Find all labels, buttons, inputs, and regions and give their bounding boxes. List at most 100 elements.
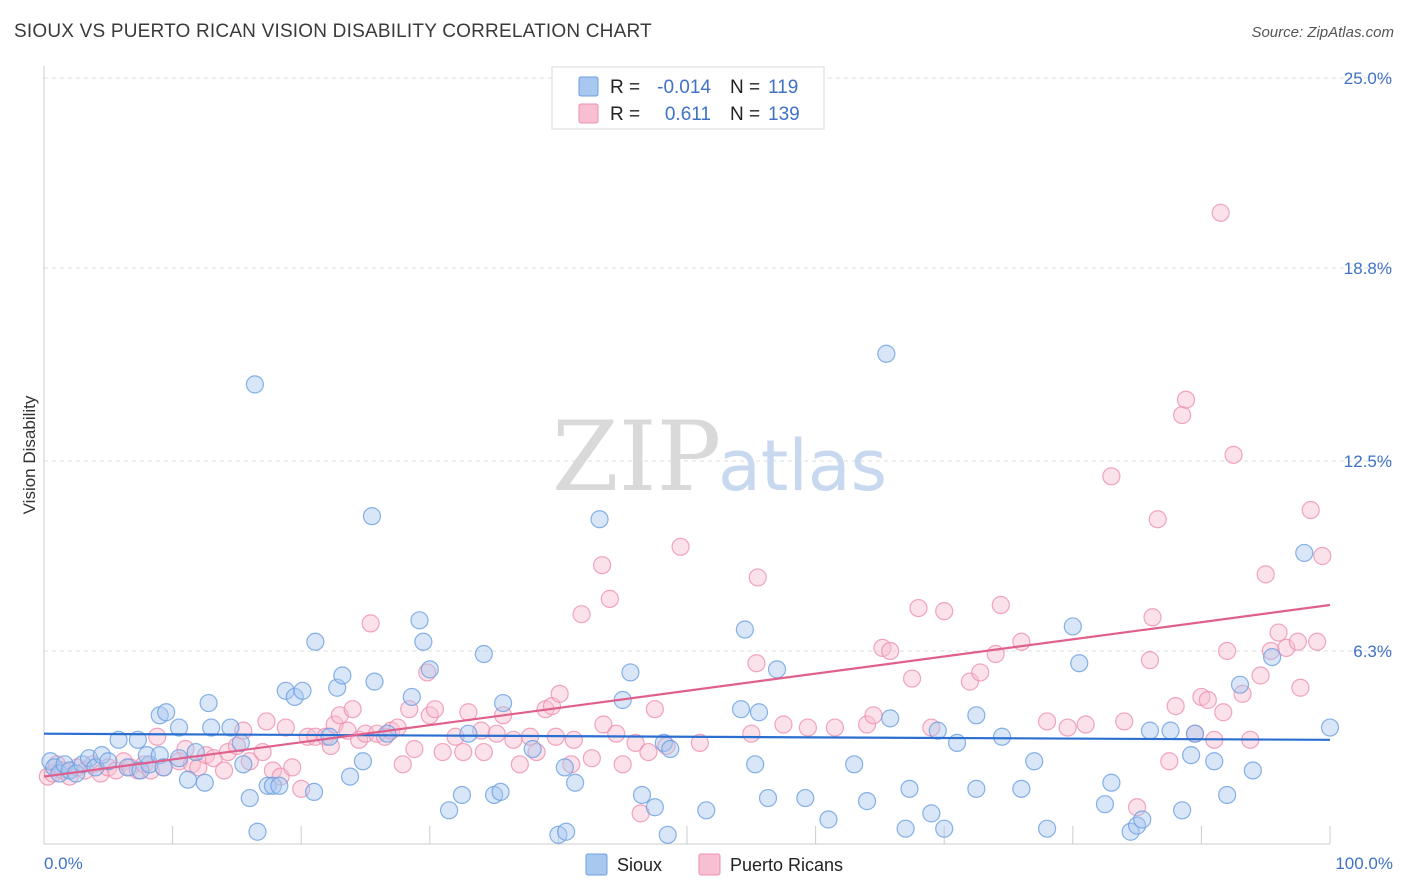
- point-pr-127: [1218, 641, 1237, 661]
- point-sioux-106: [1140, 721, 1160, 740]
- x-tick-labels: 0.0% 100.0%: [44, 854, 1393, 873]
- y-tick-label-1: 12.5%: [1344, 452, 1392, 471]
- point-pr-24: [214, 761, 234, 780]
- point-sioux-41: [306, 632, 325, 651]
- point-pr-38: [316, 727, 335, 746]
- legend-n-value-pr: 139: [768, 104, 800, 125]
- point-sioux-32: [245, 375, 265, 394]
- point-pr-134: [1269, 623, 1288, 642]
- point-sioux-76: [735, 620, 754, 639]
- point-pr-96: [864, 706, 883, 725]
- point-pr-57: [433, 742, 452, 762]
- point-sioux-14: [128, 730, 147, 749]
- point-pr-135: [1277, 638, 1296, 658]
- point-pr-103: [960, 672, 980, 691]
- point-pr-84: [639, 742, 658, 762]
- bottom-legend-swatch-pr: [698, 853, 721, 876]
- chart-title: SIOUX VS PUERTO RICAN VISION DISABILITY …: [14, 21, 652, 42]
- point-pr-140: [1313, 546, 1332, 566]
- point-sioux-84: [857, 792, 877, 811]
- point-sioux-48: [365, 672, 384, 691]
- point-pr-34: [283, 758, 302, 777]
- bottom-legend: Sioux Puerto Ricans: [585, 853, 843, 876]
- point-sioux-101: [1095, 795, 1115, 814]
- legend: R = -0.014 N = 119 R = 0.611 N = 139: [551, 66, 825, 130]
- point-sioux-70: [645, 798, 664, 817]
- point-sioux-13: [131, 761, 150, 780]
- point-sioux-90: [928, 721, 947, 740]
- point-pr-81: [613, 755, 632, 774]
- point-pr-54: [418, 663, 437, 682]
- bottom-legend-label-sioux: Sioux: [617, 855, 662, 875]
- point-pr-111: [1102, 467, 1121, 486]
- point-pr-112: [1115, 712, 1134, 731]
- point-sioux-80: [767, 660, 787, 679]
- point-pr-131: [1251, 666, 1270, 685]
- point-sioux-31: [240, 788, 259, 808]
- point-pr-104: [971, 663, 990, 682]
- point-sioux-111: [1205, 752, 1224, 771]
- point-sioux-52: [414, 632, 433, 651]
- point-pr-115: [1143, 608, 1162, 627]
- point-sioux-66: [590, 510, 609, 529]
- point-sioux-86: [881, 709, 900, 728]
- point-sioux-23: [178, 770, 198, 789]
- trend-line-pr: [43, 603, 1331, 778]
- point-sioux-73: [661, 739, 680, 759]
- point-sioux-105: [1133, 810, 1152, 829]
- point-sioux-64: [557, 822, 576, 841]
- point-sioux-39: [293, 681, 312, 700]
- point-pr-88: [690, 733, 709, 752]
- point-pr-76: [582, 749, 601, 768]
- point-sioux-11: [109, 730, 128, 749]
- point-sioux-25: [195, 773, 214, 792]
- point-sioux-60: [494, 693, 513, 713]
- point-sioux-28: [221, 718, 240, 737]
- point-sioux-85: [877, 344, 896, 363]
- watermark-zip: ZIP: [552, 401, 721, 513]
- point-sioux-116: [1295, 543, 1314, 563]
- point-pr-62: [474, 742, 493, 762]
- point-sioux-68: [621, 663, 640, 682]
- point-pr-109: [1058, 718, 1077, 737]
- legend-r-value-pr: 0.611: [665, 104, 711, 125]
- y-tick-labels: 6.3% 12.5% 18.8% 25.0%: [1344, 69, 1392, 661]
- point-pr-138: [1301, 500, 1320, 520]
- point-pr-118: [1166, 697, 1185, 716]
- point-pr-46: [361, 614, 380, 633]
- point-sioux-72: [658, 825, 677, 844]
- point-sioux-27: [202, 718, 221, 737]
- point-sioux-50: [402, 687, 421, 707]
- y-tick-label-3: 25.0%: [1344, 69, 1392, 88]
- watermark-atlas: atlas: [718, 425, 887, 507]
- point-pr-78: [594, 715, 613, 734]
- point-pr-126: [1214, 703, 1233, 722]
- legend-n-label-sioux: N =: [730, 77, 760, 98]
- point-sioux-100: [1070, 654, 1089, 673]
- point-sioux-57: [474, 644, 493, 664]
- y-axis-label: Vision Disability: [20, 395, 39, 514]
- x-tick-label-min: 0.0%: [44, 854, 83, 873]
- point-sioux-18: [154, 758, 173, 777]
- legend-r-value-sioux: -0.014: [657, 77, 711, 98]
- point-sioux-59: [491, 782, 510, 802]
- point-pr-117: [1160, 752, 1179, 771]
- point-sioux-75: [731, 700, 751, 719]
- point-pr-75: [572, 605, 591, 624]
- point-sioux-99: [1063, 617, 1082, 636]
- point-sioux-77: [746, 755, 765, 774]
- point-sioux-46: [353, 752, 373, 771]
- point-sioux-88: [900, 779, 919, 798]
- point-pr-133: [1261, 641, 1280, 661]
- point-pr-102: [935, 602, 954, 621]
- point-pr-63: [487, 724, 506, 743]
- legend-n-label-pr: N =: [730, 104, 760, 125]
- point-pr-89: [742, 724, 761, 743]
- point-pr-123: [1198, 690, 1217, 710]
- point-pr-116: [1148, 510, 1167, 529]
- point-sioux-79: [758, 788, 778, 808]
- point-pr-93: [798, 718, 817, 737]
- point-sioux-30: [234, 755, 253, 774]
- legend-n-value-sioux: 119: [768, 77, 798, 98]
- point-sioux-109: [1182, 746, 1201, 765]
